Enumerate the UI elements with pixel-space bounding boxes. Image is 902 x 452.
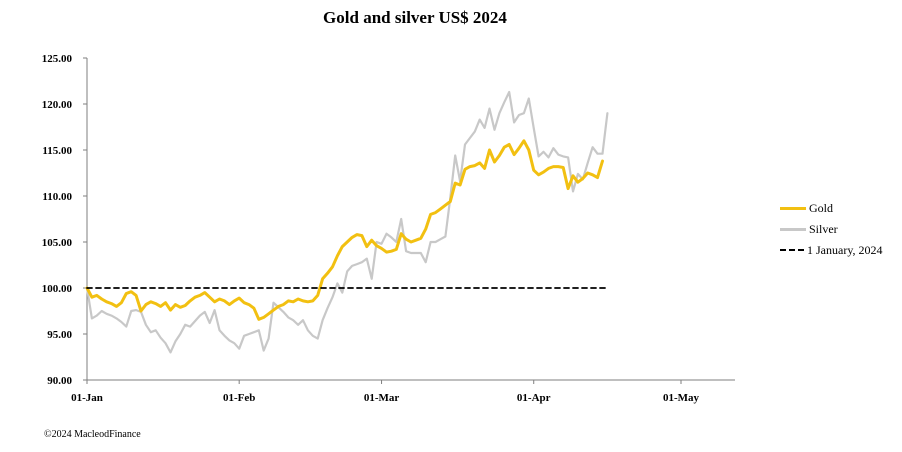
x-tick-label: 01-May: [663, 392, 700, 404]
y-tick-label: 105.00: [42, 237, 73, 249]
legend-label-reference: 1 January, 2024: [807, 242, 883, 257]
x-tick-label: 01-Feb: [223, 392, 255, 404]
legend-item-gold: Gold: [780, 200, 833, 216]
y-tick-label: 95.00: [47, 329, 72, 341]
series-line-gold: [85, 139, 604, 321]
y-tick-label: 110.00: [42, 191, 72, 203]
x-tick-label: 01-Jan: [71, 392, 103, 404]
axes: [86, 58, 735, 381]
legend-swatch-gold: [780, 206, 806, 210]
x-tick-label: 01-Mar: [364, 392, 400, 404]
ticks: 90.00 95.00 100.00 105.00 110.00 115.00 120.00…: [42, 53, 700, 404]
legend-item-reference: 1 January, 2024: [780, 242, 883, 258]
y-tick-label: 125.00: [42, 53, 73, 65]
y-tick-label: 120.00: [42, 99, 73, 111]
legend-label-gold: Gold: [809, 200, 833, 215]
series-lines: [85, 90, 609, 354]
x-tick-label: 01-Apr: [517, 392, 551, 404]
chart-title: Gold and silver US$ 2024: [323, 8, 507, 27]
legend-swatch-silver: [780, 227, 806, 231]
legend-label-silver: Silver: [809, 221, 838, 236]
copyright-note: ©2024 MacleodFinance: [44, 429, 141, 440]
legend-swatch-reference: [780, 249, 804, 251]
y-tick-label: 90.00: [47, 375, 72, 387]
series-line-silver: [85, 90, 609, 354]
y-tick-label: 100.00: [42, 283, 73, 295]
legend-item-silver: Silver: [780, 221, 838, 237]
y-tick-label: 115.00: [42, 145, 72, 157]
